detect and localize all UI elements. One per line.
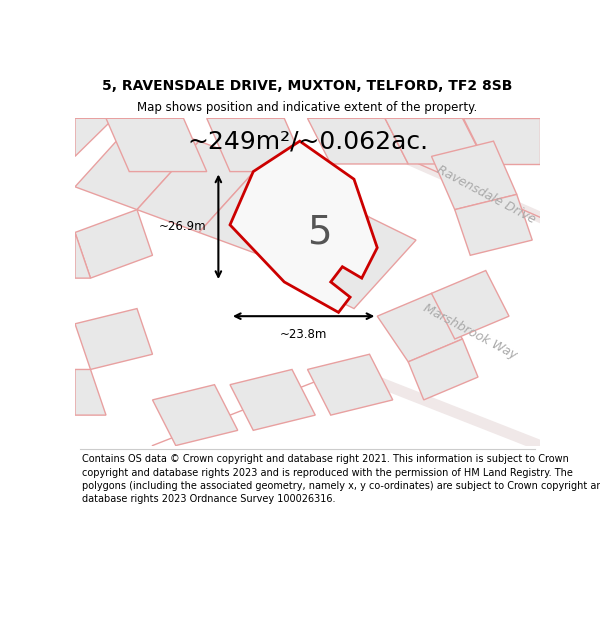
Polygon shape <box>75 118 199 209</box>
Polygon shape <box>75 369 106 415</box>
Polygon shape <box>431 271 509 339</box>
Polygon shape <box>199 164 323 255</box>
Text: Ravensdale Drive: Ravensdale Drive <box>434 163 538 226</box>
Polygon shape <box>431 141 517 209</box>
Polygon shape <box>152 384 238 446</box>
Text: 5, RAVENSDALE DRIVE, MUXTON, TELFORD, TF2 8SB: 5, RAVENSDALE DRIVE, MUXTON, TELFORD, TF… <box>103 79 512 93</box>
Polygon shape <box>75 118 114 156</box>
Polygon shape <box>75 232 91 278</box>
Polygon shape <box>455 194 532 255</box>
Polygon shape <box>308 217 416 309</box>
Polygon shape <box>308 354 393 415</box>
Polygon shape <box>463 118 540 164</box>
Polygon shape <box>75 209 152 278</box>
Polygon shape <box>408 339 478 400</box>
Polygon shape <box>230 141 377 312</box>
Polygon shape <box>230 369 315 431</box>
Text: Contains OS data © Crown copyright and database right 2021. This information is : Contains OS data © Crown copyright and d… <box>82 454 600 504</box>
Polygon shape <box>261 187 370 286</box>
Text: Marshbrook Way: Marshbrook Way <box>421 301 519 362</box>
Polygon shape <box>106 118 207 172</box>
Polygon shape <box>308 118 408 164</box>
Polygon shape <box>385 118 486 164</box>
Polygon shape <box>75 309 152 369</box>
Text: 5: 5 <box>307 214 331 251</box>
Text: ~23.8m: ~23.8m <box>280 328 328 341</box>
Text: ~249m²/~0.062ac.: ~249m²/~0.062ac. <box>187 130 428 154</box>
Polygon shape <box>207 118 308 172</box>
Text: Map shows position and indicative extent of the property.: Map shows position and indicative extent… <box>137 101 478 114</box>
Polygon shape <box>377 293 463 362</box>
Text: ~26.9m: ~26.9m <box>159 220 207 233</box>
Polygon shape <box>137 141 261 232</box>
